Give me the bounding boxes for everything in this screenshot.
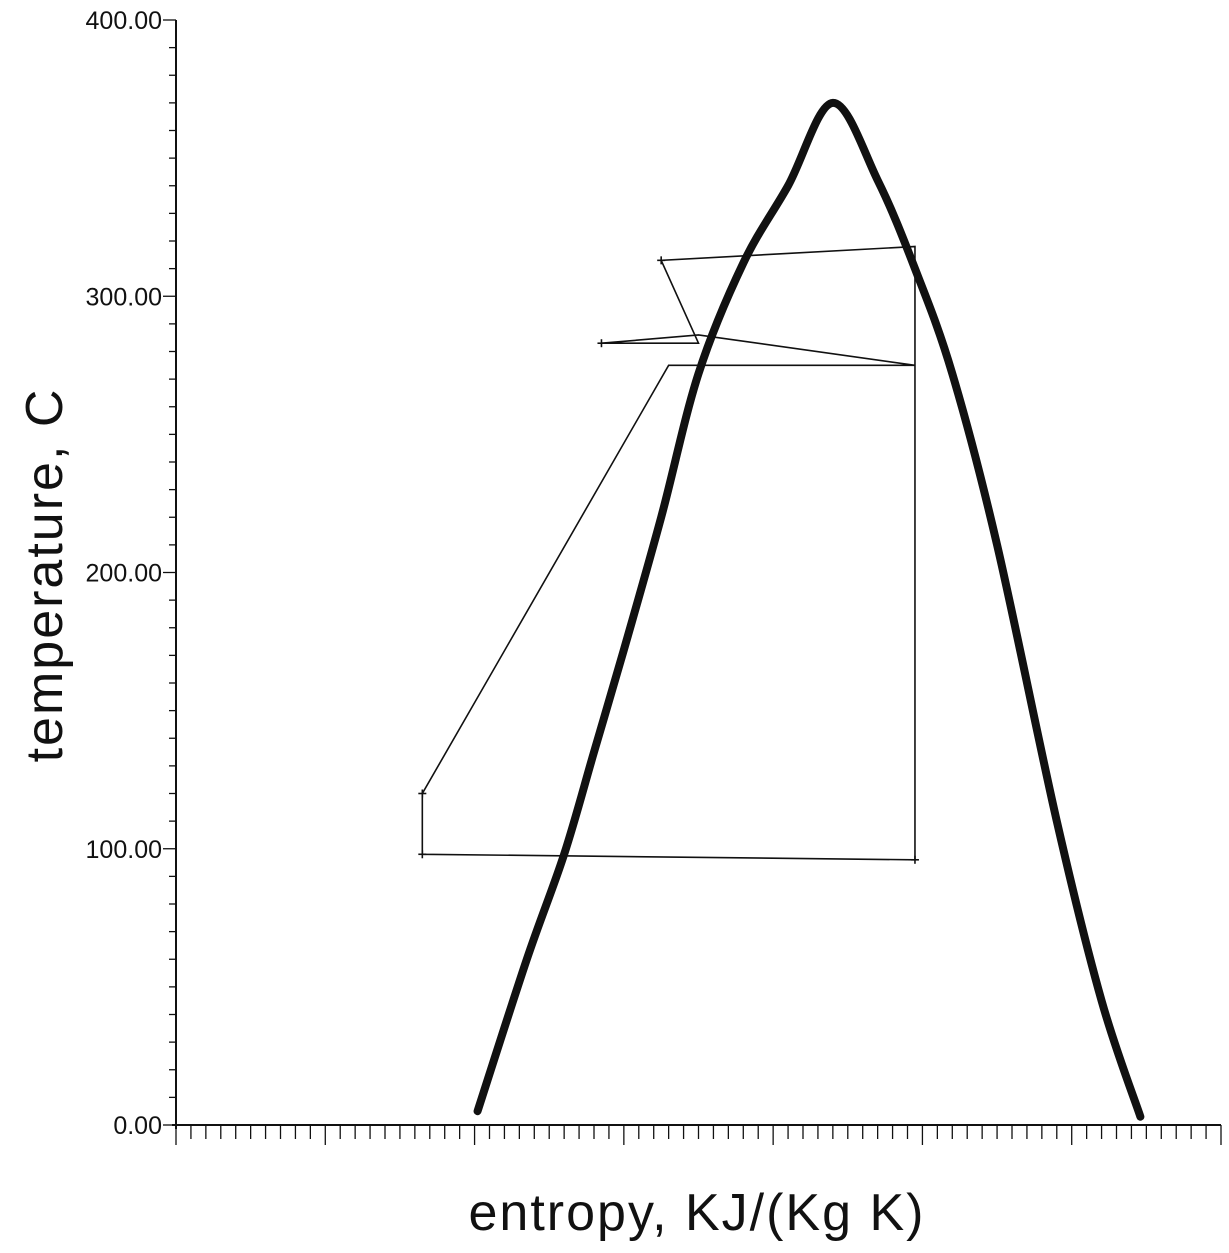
y-tick-label: 300.00 [86,283,162,311]
axes: 0.00 100.00 200.00 300.00 400.00 [86,7,1222,1145]
y-axis-title: temperature, C [16,388,74,763]
y-tick-label: 0.00 [113,1112,162,1140]
series-layer [418,98,1145,1121]
y-tick-label: 400.00 [86,7,162,35]
y-tick-label: 200.00 [86,560,162,588]
saturation-dome-line [473,98,1145,1121]
y-tick-label: 100.00 [86,836,162,864]
x-axis-title: entropy, KJ/(Kg K) [469,1184,926,1242]
cycle-line [421,245,916,861]
